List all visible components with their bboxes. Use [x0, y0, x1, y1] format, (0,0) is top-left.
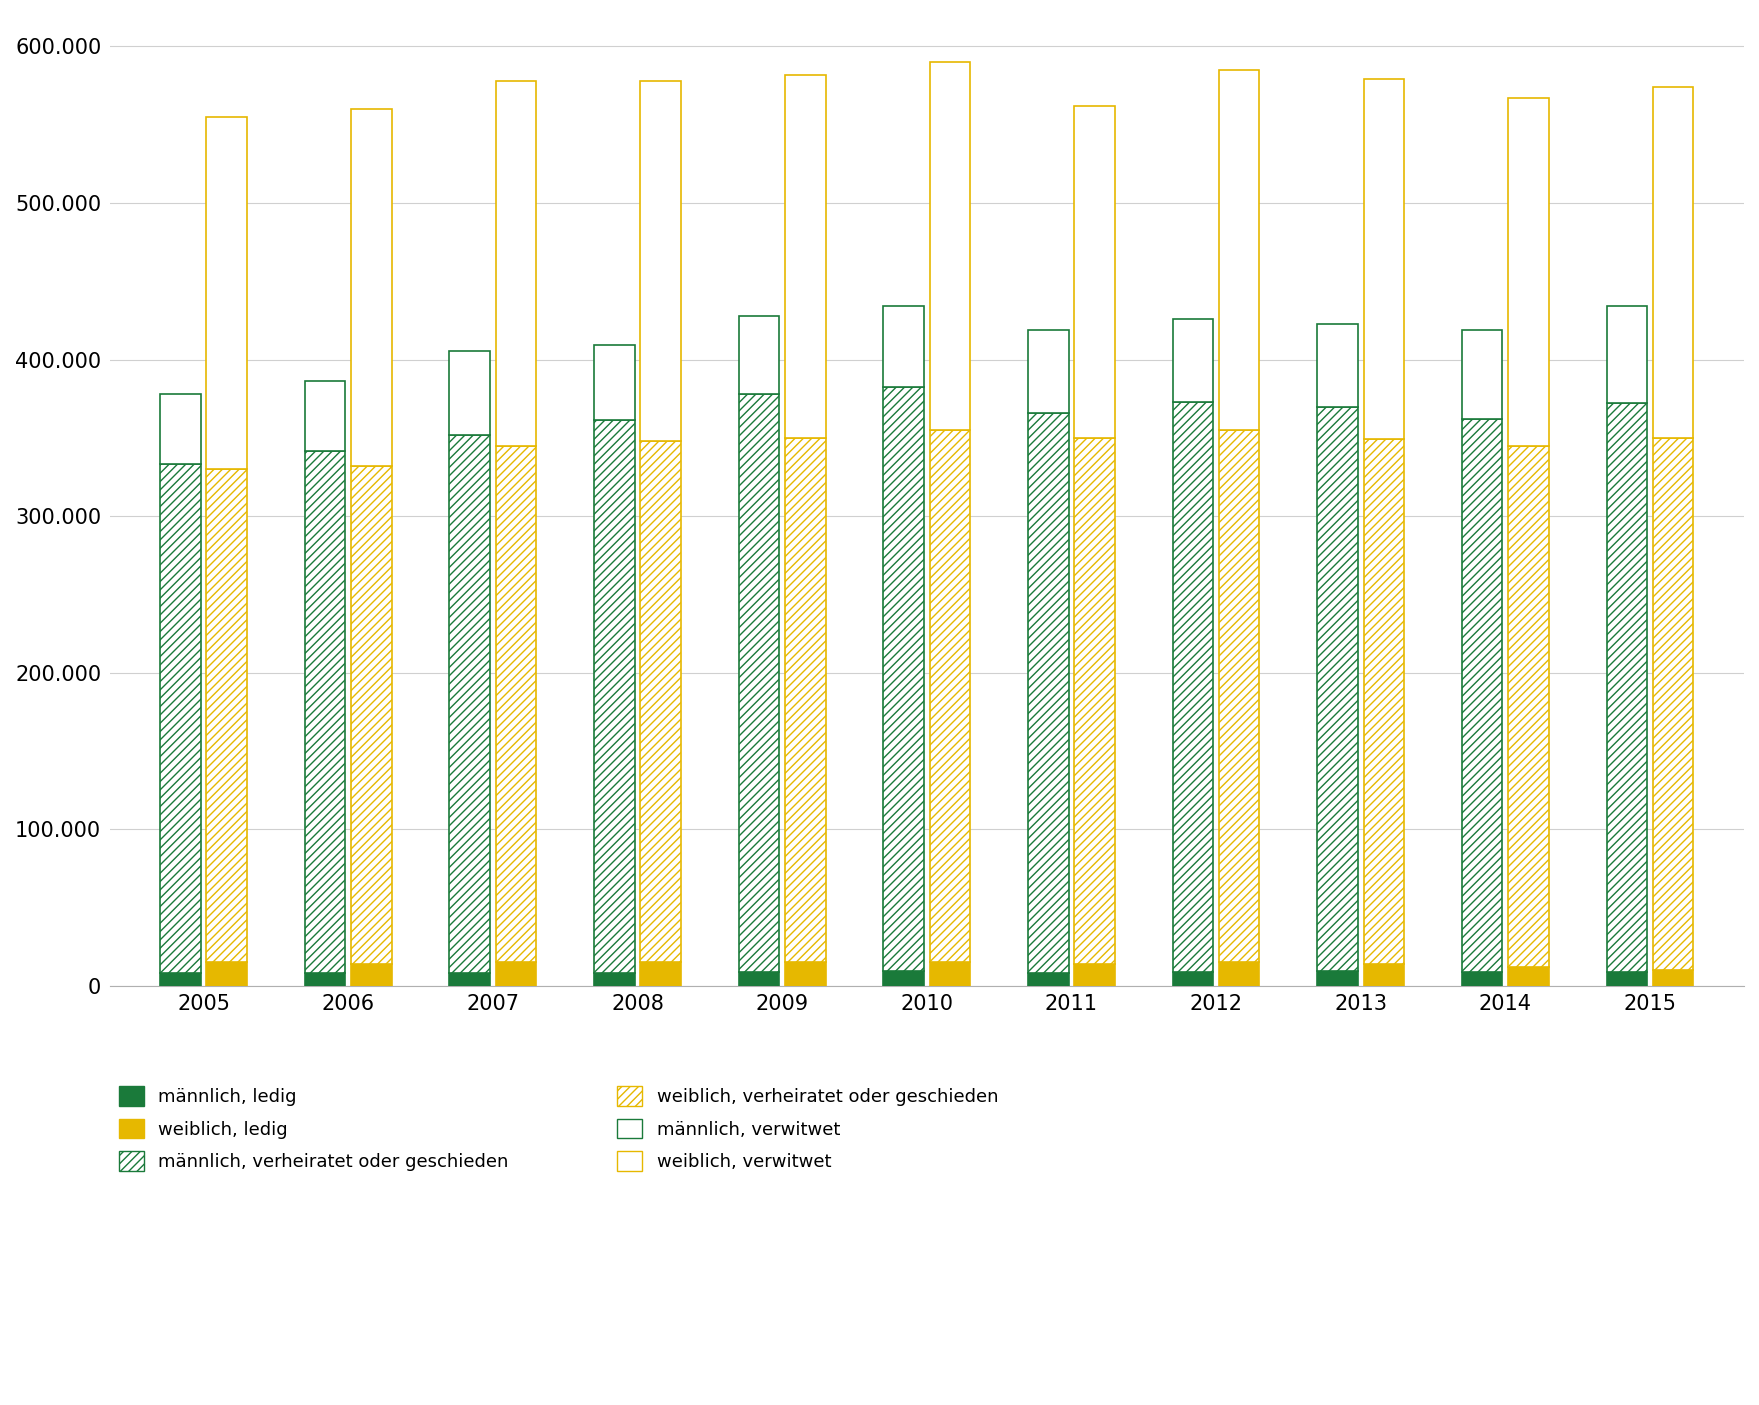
- Bar: [450, 436, 491, 972]
- Bar: [1027, 330, 1068, 413]
- Bar: [785, 962, 825, 986]
- Bar: [1317, 325, 1358, 407]
- Bar: [450, 351, 491, 436]
- Bar: [1075, 964, 1115, 986]
- Bar: [595, 344, 635, 420]
- Bar: [1507, 445, 1548, 967]
- Bar: [1075, 438, 1115, 964]
- Bar: [206, 962, 246, 986]
- Bar: [450, 972, 491, 986]
- Bar: [1507, 98, 1548, 445]
- Bar: [785, 438, 825, 962]
- Bar: [1219, 430, 1259, 962]
- Bar: [1363, 440, 1404, 964]
- Bar: [1075, 105, 1115, 438]
- Bar: [1027, 413, 1068, 974]
- Bar: [931, 62, 971, 430]
- Bar: [1363, 964, 1404, 986]
- Bar: [640, 962, 681, 986]
- Bar: [1317, 971, 1358, 986]
- Bar: [1027, 974, 1068, 986]
- Bar: [931, 430, 971, 962]
- Bar: [1173, 972, 1214, 986]
- Bar: [1606, 403, 1646, 972]
- Bar: [1507, 967, 1548, 986]
- Bar: [1653, 87, 1694, 438]
- Bar: [739, 316, 779, 393]
- Bar: [496, 80, 536, 445]
- Bar: [1173, 319, 1214, 402]
- Bar: [304, 451, 345, 972]
- Bar: [1653, 971, 1694, 986]
- Bar: [883, 386, 923, 971]
- Bar: [1219, 70, 1259, 430]
- Bar: [595, 420, 635, 972]
- Bar: [931, 962, 971, 986]
- Bar: [304, 972, 345, 986]
- Legend: männlich, ledig, weiblich, ledig, männlich, verheiratet oder geschieden, weiblic: männlich, ledig, weiblich, ledig, männli…: [118, 1086, 999, 1172]
- Bar: [595, 972, 635, 986]
- Bar: [739, 972, 779, 986]
- Bar: [1462, 419, 1502, 972]
- Bar: [160, 974, 201, 986]
- Bar: [304, 381, 345, 451]
- Bar: [1317, 407, 1358, 971]
- Bar: [206, 469, 246, 962]
- Bar: [206, 117, 246, 469]
- Bar: [640, 80, 681, 441]
- Bar: [640, 441, 681, 962]
- Bar: [1219, 962, 1259, 986]
- Bar: [739, 393, 779, 972]
- Bar: [352, 110, 392, 466]
- Bar: [496, 445, 536, 962]
- Bar: [785, 74, 825, 438]
- Bar: [160, 393, 201, 465]
- Bar: [1606, 972, 1646, 986]
- Bar: [352, 466, 392, 964]
- Bar: [1363, 79, 1404, 440]
- Bar: [883, 305, 923, 386]
- Bar: [352, 964, 392, 986]
- Bar: [160, 465, 201, 974]
- Bar: [1653, 438, 1694, 971]
- Bar: [1606, 306, 1646, 403]
- Bar: [1462, 330, 1502, 419]
- Bar: [1173, 402, 1214, 972]
- Bar: [1462, 972, 1502, 986]
- Bar: [883, 971, 923, 986]
- Bar: [496, 962, 536, 986]
